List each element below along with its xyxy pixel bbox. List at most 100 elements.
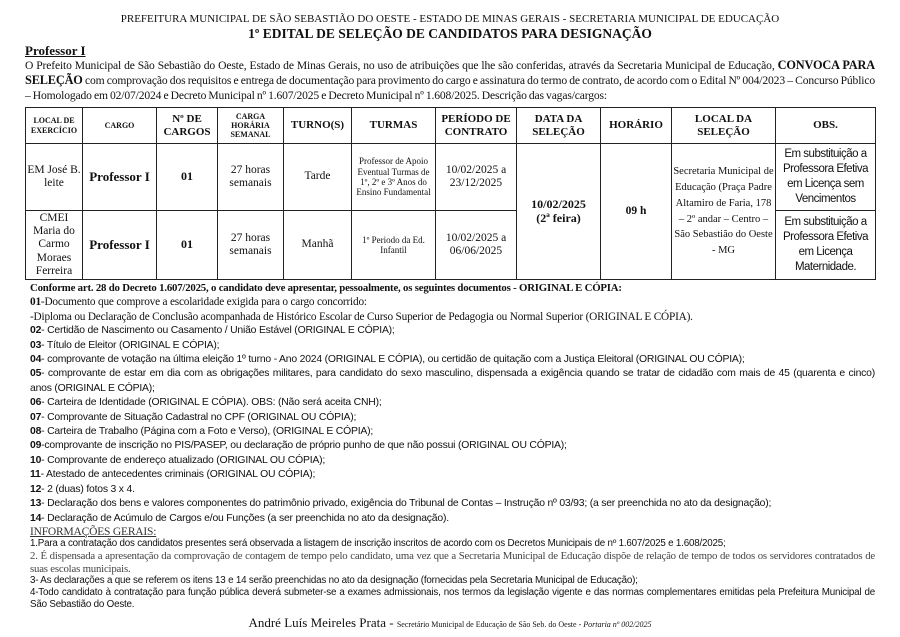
intro-text: O Prefeito Municipal de São Sebastião do… bbox=[25, 59, 775, 72]
cell-carga: 27 horas semanais bbox=[217, 143, 284, 211]
item-text: - Declaração dos bens e valores componen… bbox=[41, 498, 772, 510]
item-text: - 2 (duas) fotos 3 x 4. bbox=[41, 483, 135, 495]
col-header: TURMAS bbox=[351, 107, 436, 144]
cell-carga: 27 horas semanais bbox=[217, 210, 284, 280]
col-header: OBS. bbox=[775, 107, 876, 144]
info-item: 4-Todo candidato à contratação para funç… bbox=[30, 586, 875, 611]
document-item: 12- 2 (duas) fotos 3 x 4. bbox=[30, 483, 875, 497]
item-number: 14 bbox=[30, 512, 42, 524]
item-number: 12 bbox=[30, 483, 42, 495]
cell-turmas: Professor de Apoio Eventual Turmas de 1º… bbox=[351, 143, 436, 211]
item-text: -Documento que comprove a escolaridade e… bbox=[40, 296, 367, 309]
item-text: - Carteira de Identidade (ORIGINAL E CÓP… bbox=[41, 397, 382, 409]
intro-bold: CONVOCA PARA SELEÇÃO bbox=[25, 58, 875, 87]
signature-role: Secretário Municipal de Educação de São … bbox=[396, 620, 584, 630]
signature: André Luís Meireles Prata - Secretário M… bbox=[25, 615, 875, 633]
item-text: - Comprovante de Situação Cadastral no C… bbox=[41, 411, 357, 423]
signature-sep: - bbox=[386, 615, 397, 631]
signature-portaria: Portaria nº 002/2025 bbox=[583, 620, 652, 630]
document-item: 09-comprovante de inscrição no PIS/PASEP… bbox=[30, 439, 875, 453]
item-number: 01 bbox=[30, 296, 41, 309]
item-text: - Certidão de Nascimento ou Casamento / … bbox=[41, 325, 395, 337]
document-item: 03- Título de Eleitor (ORIGINAL E CÓPIA)… bbox=[30, 339, 875, 353]
col-header: CARGO bbox=[82, 107, 157, 144]
document-title: 1º EDITAL DE SELEÇÃO DE CANDIDATOS PARA … bbox=[248, 26, 652, 41]
cell-periodo: 10/02/2025 a 06/06/2025 bbox=[435, 210, 517, 280]
item-number: 04 bbox=[30, 354, 42, 366]
cell-cargo: Professor I bbox=[82, 210, 157, 280]
info-title: INFORMAÇÕES GERAIS: bbox=[30, 525, 157, 538]
document-item: 08- Carteira de Trabalho (Página com a F… bbox=[30, 425, 875, 439]
documents-list: Conforme art. 28 do Decreto 1.607/2025, … bbox=[30, 281, 875, 611]
cell-horario: 09 h bbox=[600, 143, 672, 280]
cell-n: 01 bbox=[156, 210, 218, 280]
item-number: 09 bbox=[30, 440, 42, 452]
table-row: CMEI Maria do Carmo Moraes Ferreira Prof… bbox=[25, 210, 876, 280]
item-text: - comprovante de estar em dia com as obr… bbox=[30, 368, 875, 394]
cell-n: 01 bbox=[156, 143, 218, 211]
cell-local: CMEI Maria do Carmo Moraes Ferreira bbox=[25, 210, 83, 280]
table-header-row: LOCAL DE EXERCÍCIO CARGO Nº DE CARGOS CA… bbox=[25, 107, 876, 144]
cell-cargo: Professor I bbox=[82, 143, 157, 211]
item-number: 11 bbox=[30, 469, 41, 481]
document-item: 11- Atestado de antecedentes criminais (… bbox=[30, 468, 875, 482]
intro-text-2: com comprovação dos requisitos e entrega… bbox=[25, 74, 875, 102]
info-item: 2. É dispensada a apresentação da compro… bbox=[30, 550, 875, 575]
document-item: 07- Comprovante de Situação Cadastral no… bbox=[30, 411, 875, 425]
col-header: Nº DE CARGOS bbox=[156, 107, 218, 144]
item-text: - Declaração de Acúmulo de Cargos e/ou F… bbox=[41, 512, 449, 524]
item-number: 03 bbox=[30, 339, 42, 351]
col-header: HORÁRIO bbox=[600, 107, 672, 144]
item-text: - comprovante de votação na última eleiç… bbox=[41, 354, 745, 366]
col-header: TURNO(S) bbox=[283, 107, 352, 144]
item-text: -Diploma ou Declaração de Conclusão acom… bbox=[30, 310, 693, 323]
cell-periodo: 10/02/2025 a 23/12/2025 bbox=[435, 143, 517, 211]
item-text: - Carteira de Trabalho (Página com a Fot… bbox=[41, 426, 374, 438]
dia-selecao: (2ª feira) bbox=[536, 210, 581, 225]
info-section: INFORMAÇÕES GERAIS: 1.Para a contratação… bbox=[30, 526, 875, 611]
item-number: 05 bbox=[30, 368, 42, 380]
section-title: Professor I bbox=[25, 43, 86, 58]
document-item: 01-Documento que comprove a escolaridade… bbox=[30, 295, 875, 309]
cell-obs: Em substituição a Professora Efetiva em … bbox=[775, 210, 876, 280]
item-text: - Atestado de antecedentes criminais (OR… bbox=[40, 469, 316, 481]
item-number: 10 bbox=[30, 454, 42, 466]
signature-name: André Luís Meireles Prata bbox=[248, 615, 387, 631]
item-number: 13 bbox=[30, 498, 42, 510]
cell-data-selecao: 10/02/2025 (2ª feira) bbox=[516, 143, 601, 280]
cell-turmas: 1º Periodo da Ed. Infantil bbox=[351, 210, 436, 280]
item-number: 06 bbox=[30, 397, 42, 409]
document-item: 13- Declaração dos bens e valores compon… bbox=[30, 497, 875, 511]
info-item: 1.Para a contratação dos candidatos pres… bbox=[30, 538, 726, 550]
vacancy-table: LOCAL DE EXERCÍCIO CARGO Nº DE CARGOS CA… bbox=[25, 107, 876, 280]
item-number: 02 bbox=[30, 325, 42, 337]
document-item: 04- comprovante de votação na última ele… bbox=[30, 353, 875, 367]
cell-obs: Em substituição a Professora Efetiva em … bbox=[775, 143, 876, 211]
item-text: - Comprovante de endereço atualizado (OR… bbox=[41, 454, 326, 466]
document-item: 02- Certidão de Nascimento ou Casamento … bbox=[30, 324, 875, 338]
data-selecao: 10/02/2025 bbox=[531, 196, 586, 211]
cell-turno: Tarde bbox=[283, 143, 352, 211]
intro-paragraph: O Prefeito Municipal de São Sebastião do… bbox=[25, 58, 875, 103]
item-number: 07 bbox=[30, 411, 42, 423]
document-item: 06- Carteira de Identidade (ORIGINAL E C… bbox=[30, 396, 875, 410]
col-header: PERÍODO DE CONTRATO bbox=[435, 107, 517, 144]
document-item: -Diploma ou Declaração de Conclusão acom… bbox=[30, 310, 875, 324]
item-text: -comprovante de inscrição no PIS/PASEP, … bbox=[41, 440, 567, 452]
col-header: CARGA HORÁRIA SEMANAL bbox=[217, 107, 284, 144]
cell-local-selecao: Secretaria Municipal de Educação (Praça … bbox=[671, 143, 776, 280]
documents-items: 01-Documento que comprove a escolaridade… bbox=[30, 295, 875, 526]
col-header: LOCAL DA SELEÇÃO bbox=[671, 107, 776, 144]
cell-turno: Manhã bbox=[283, 210, 352, 280]
cell-local: EM José B. leite bbox=[25, 143, 83, 211]
col-header: DATA DA SELEÇÃO bbox=[516, 107, 601, 144]
document-item: 05- comprovante de estar em dia com as o… bbox=[30, 367, 875, 396]
header-line: PREFEITURA MUNICIPAL DE SÃO SEBASTIÃO DO… bbox=[120, 13, 780, 25]
item-number: 08 bbox=[30, 426, 42, 438]
document-item: 10- Comprovante de endereço atualizado (… bbox=[30, 454, 875, 468]
col-header: LOCAL DE EXERCÍCIO bbox=[25, 107, 83, 144]
item-text: - Título de Eleitor (ORIGINAL E CÓPIA); bbox=[41, 339, 220, 351]
documents-intro: Conforme art. 28 do Decreto 1.607/2025, … bbox=[30, 282, 622, 294]
document-item: 14- Declaração de Acúmulo de Cargos e/ou… bbox=[30, 512, 875, 526]
